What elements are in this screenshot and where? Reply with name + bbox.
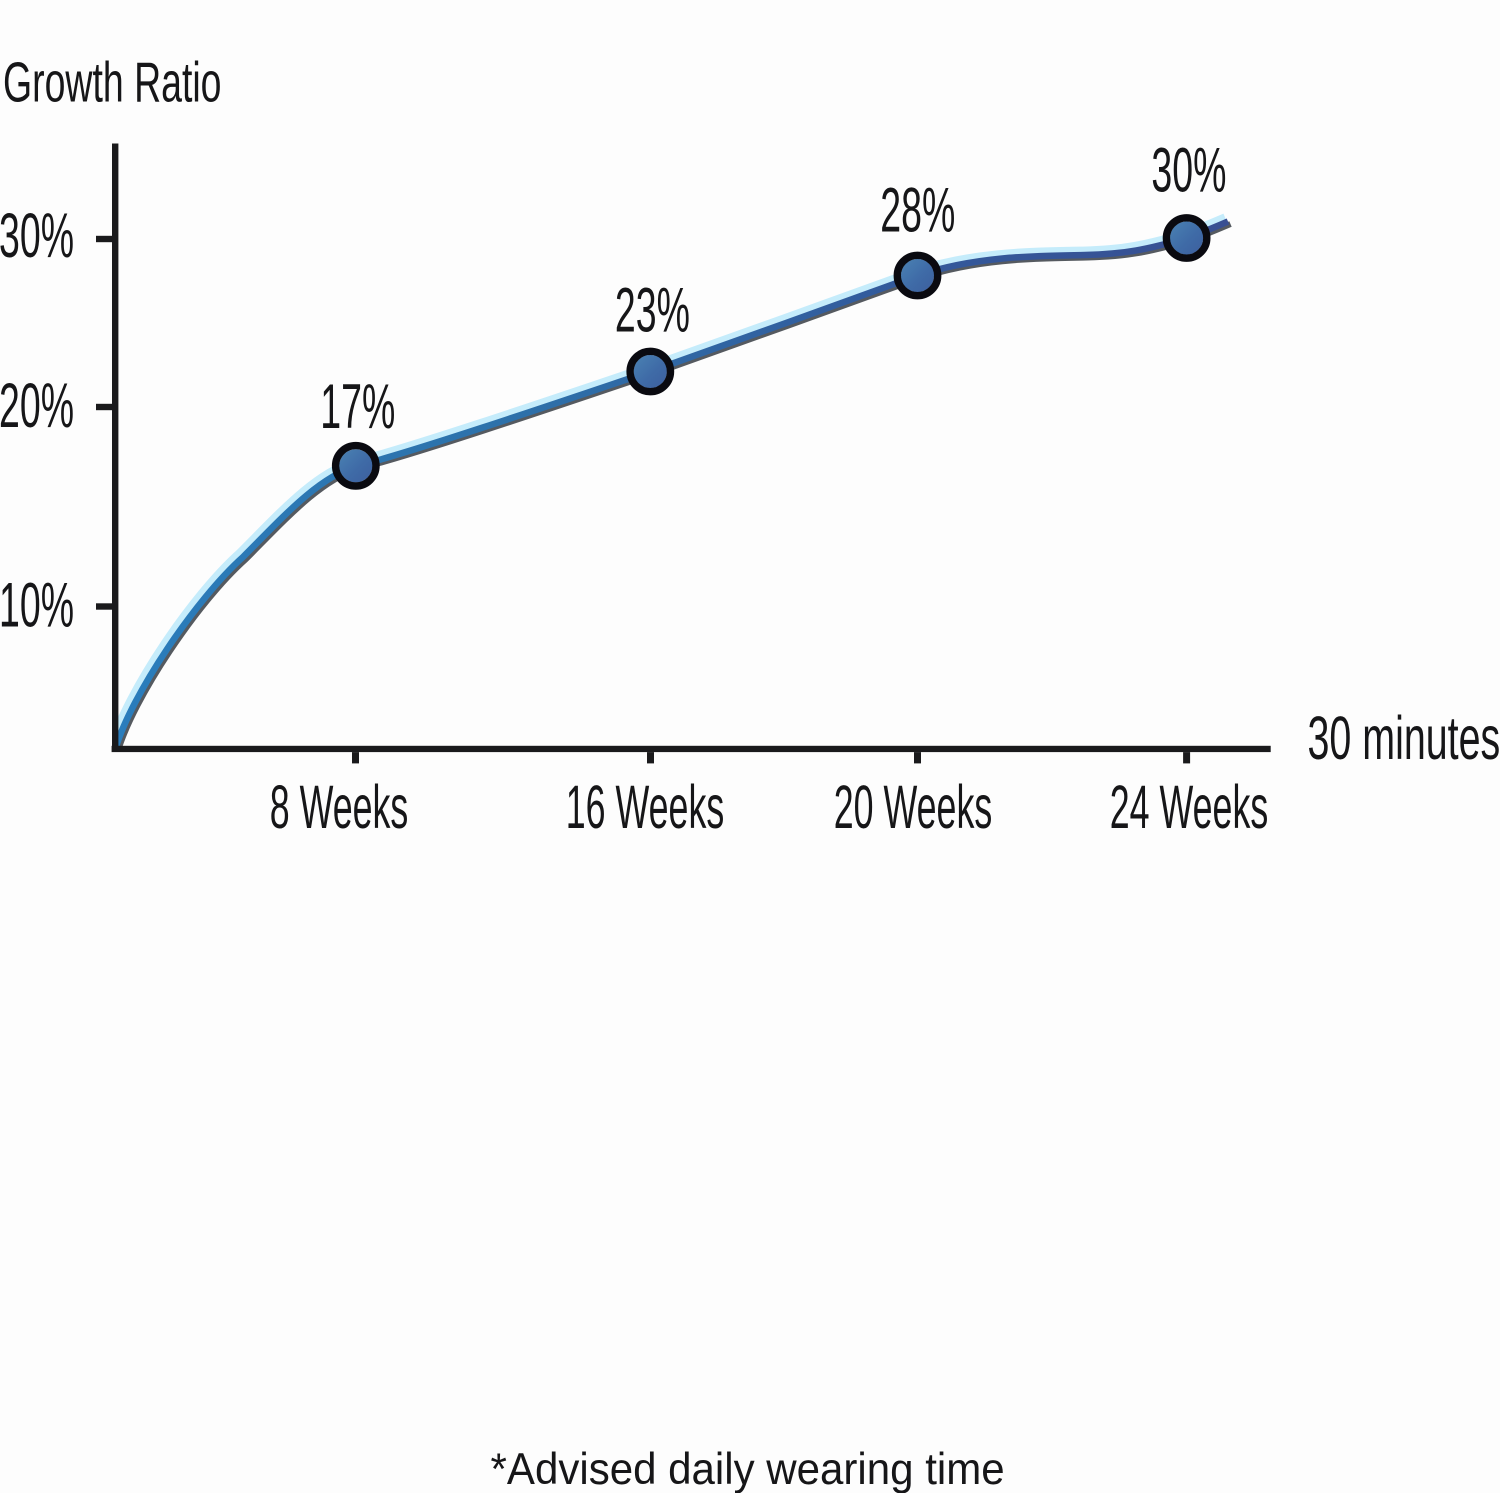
svg-text:*Advised daily wearing time: *Advised daily wearing time — [491, 1445, 1005, 1493]
svg-text:8 Weeks: 8 Weeks — [270, 772, 409, 842]
svg-text:28%: 28% — [880, 174, 955, 244]
svg-text:24 Weeks: 24 Weeks — [1110, 772, 1268, 842]
svg-text:30%: 30% — [1151, 134, 1226, 204]
svg-text:20 Weeks: 20 Weeks — [834, 772, 992, 842]
svg-text:17%: 17% — [320, 371, 395, 441]
svg-text:30%: 30% — [0, 200, 74, 270]
svg-text:30 minutes: 30 minutes — [1308, 704, 1500, 772]
svg-text:23%: 23% — [615, 274, 690, 344]
svg-text:16 Weeks: 16 Weeks — [566, 772, 724, 842]
svg-text:Growth Ratio: Growth Ratio — [3, 51, 222, 115]
svg-text:20%: 20% — [0, 370, 74, 440]
svg-text:10%: 10% — [0, 569, 74, 639]
